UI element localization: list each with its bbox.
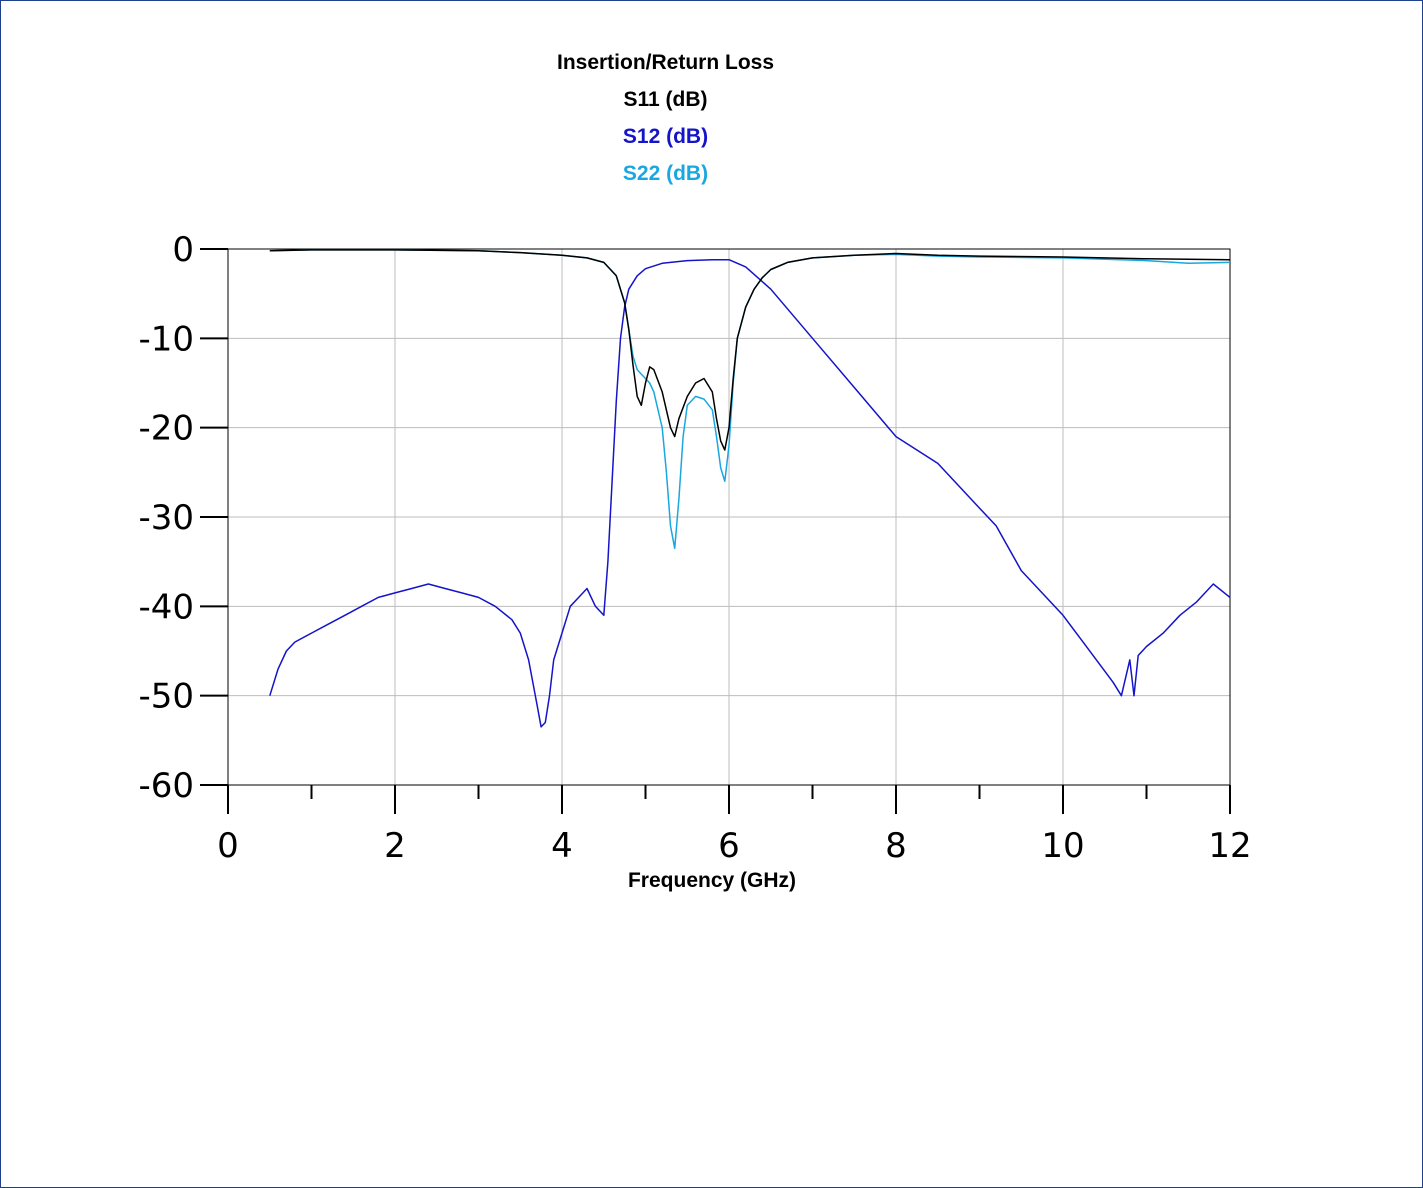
series-line-s12 xyxy=(269,258,1231,728)
x-tick-label: 12 xyxy=(1208,826,1251,866)
chart-titles: Insertion/Return Loss S11 (dB) S12 (dB) … xyxy=(0,44,1331,192)
y-tick-label: -60 xyxy=(138,766,194,806)
legend-entry-s12: S12 (dB) xyxy=(622,125,709,148)
chart-title: Insertion/Return Loss xyxy=(556,51,775,74)
y-tick-label: -30 xyxy=(138,498,194,538)
axes: 0 2 4 6 8 10 12 0 -10 -20 -30 -40 -50 -60 xyxy=(138,230,1251,866)
legend-entry-s22: S22 (dB) xyxy=(622,162,709,185)
grid-lines xyxy=(228,249,1230,785)
x-tick-label: 8 xyxy=(885,826,907,866)
y-tick-label: -50 xyxy=(138,677,194,717)
y-tick-label: 0 xyxy=(172,230,194,270)
x-tick-label: 6 xyxy=(718,826,740,866)
x-axis-label: Frequency (GHz) xyxy=(628,869,796,892)
x-tick-label: 2 xyxy=(384,826,406,866)
series-layer xyxy=(269,249,1231,728)
y-tick-label: -20 xyxy=(138,409,194,449)
x-tick-label: 4 xyxy=(551,826,573,866)
series-line-s11 xyxy=(269,249,1231,451)
legend-entry-s11: S11 (dB) xyxy=(623,88,708,111)
y-tick-label: -40 xyxy=(138,587,194,627)
series-line-s22 xyxy=(269,249,1231,550)
x-tick-label: 0 xyxy=(217,826,239,866)
x-tick-label: 10 xyxy=(1041,826,1084,866)
y-tick-label: -10 xyxy=(138,319,194,359)
